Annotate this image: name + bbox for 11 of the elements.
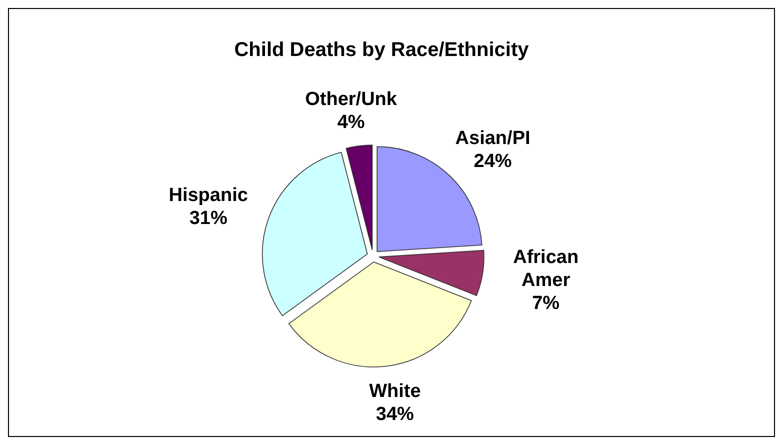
data-label: 7% <box>532 292 560 314</box>
data-label: 4% <box>337 112 365 134</box>
slice-label: Asian/PI <box>455 128 530 149</box>
slice-label: White <box>369 380 421 402</box>
data-label: 31% <box>189 208 228 230</box>
slice-label: Hispanic <box>168 185 248 206</box>
data-label: 34% <box>376 404 414 425</box>
slice-label: Other/Unk <box>305 89 398 110</box>
slice-label: African Amer <box>513 246 579 291</box>
chart-title: Child Deaths by Race/Ethnicity <box>234 39 530 61</box>
data-label: 24% <box>474 150 512 172</box>
